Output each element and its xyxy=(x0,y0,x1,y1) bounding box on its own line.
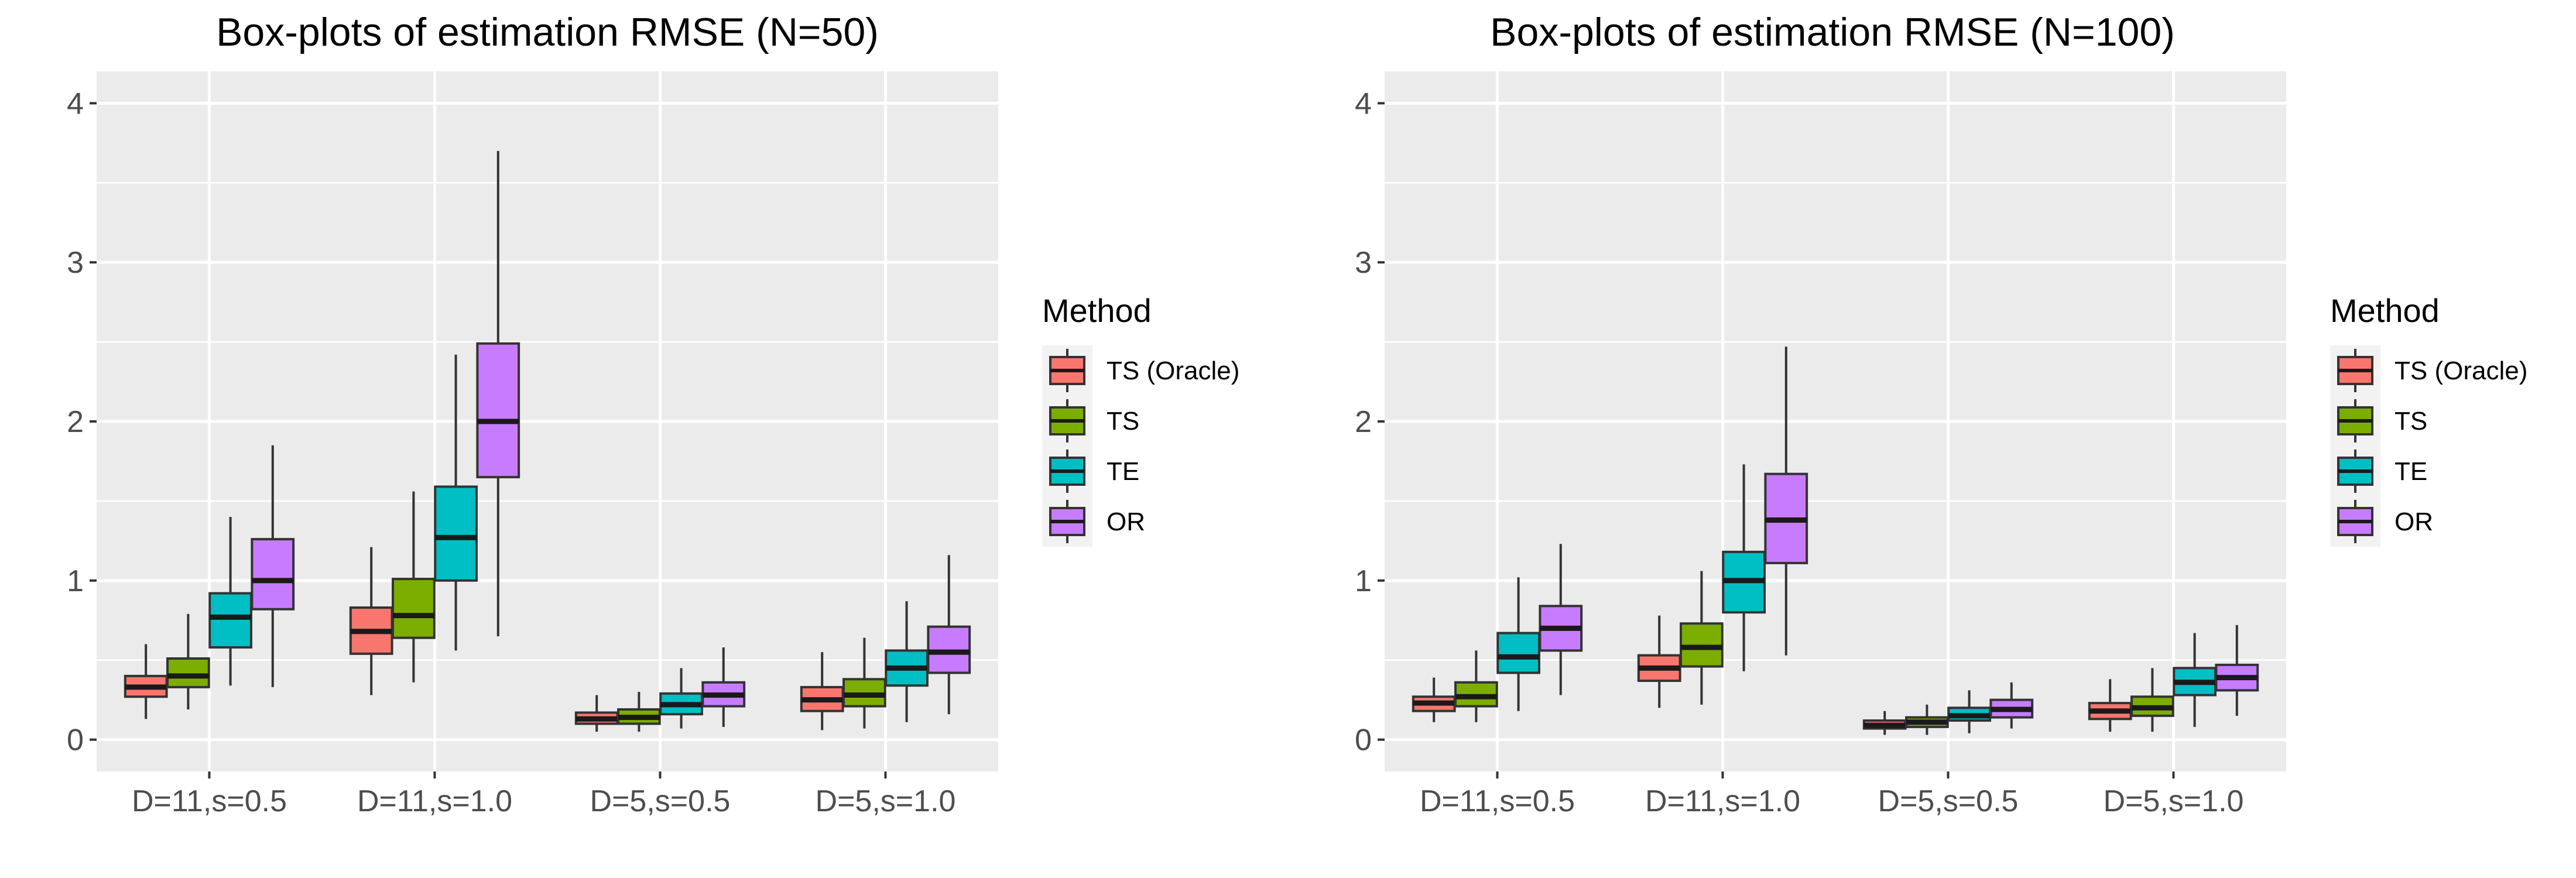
x-tick-label: D=11,s=0.5 xyxy=(132,784,287,818)
x-tick-label: D=5,s=0.5 xyxy=(1878,784,2019,818)
legend-label: OR xyxy=(1107,507,1145,536)
legend-label: TS (Oracle) xyxy=(1107,356,1239,385)
legend-title: Method xyxy=(1042,292,1152,329)
legend-label: TE xyxy=(1107,457,1139,486)
chart-title: Box-plots of estimation RMSE (N=100) xyxy=(1490,10,2175,54)
y-tick-label: 3 xyxy=(1355,246,1372,280)
y-tick-label: 2 xyxy=(1355,405,1372,439)
box xyxy=(208,592,252,649)
chart-title: Box-plots of estimation RMSE (N=50) xyxy=(216,10,879,54)
box xyxy=(476,342,520,479)
legend-label: TS xyxy=(1107,407,1139,435)
y-tick-label: 4 xyxy=(67,87,84,121)
box xyxy=(251,538,295,611)
box xyxy=(1496,632,1540,674)
x-tick-label: D=11,s=1.0 xyxy=(357,784,512,818)
legend-label: TE xyxy=(2395,457,2427,486)
chart-n50: Box-plots of estimation RMSE (N=50) 0 1 2 3… xyxy=(67,10,1239,818)
y-tick-label: 2 xyxy=(67,405,84,439)
box xyxy=(392,578,436,639)
chart-n100: Box-plots of estimation RMSE (N=100) 0 1 2… xyxy=(1355,10,2527,818)
box xyxy=(434,485,478,582)
legend-label: TS (Oracle) xyxy=(2395,356,2527,385)
legend-label: TS xyxy=(2395,407,2427,435)
y-tick-label: 1 xyxy=(67,564,84,598)
y-tick-label: 4 xyxy=(1355,87,1372,121)
y-tick-label: 1 xyxy=(1355,564,1372,598)
y-tick-label: 0 xyxy=(1355,723,1372,757)
x-tick-label: D=11,s=1.0 xyxy=(1645,784,1800,818)
y-tick-label: 3 xyxy=(67,246,84,280)
x-tick-label: D=5,s=1.0 xyxy=(816,784,956,818)
legend-title: Method xyxy=(2330,292,2440,329)
box xyxy=(166,657,210,688)
x-tick-label: D=5,s=0.5 xyxy=(590,784,731,818)
x-tick-label: D=11,s=0.5 xyxy=(1420,784,1575,818)
y-tick-label: 0 xyxy=(67,723,84,757)
legend-label: OR xyxy=(2395,507,2433,536)
x-tick-label: D=5,s=1.0 xyxy=(2104,784,2244,818)
